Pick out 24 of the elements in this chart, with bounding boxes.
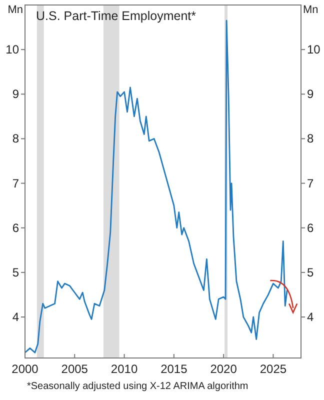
- y-tick-label: 7: [12, 176, 20, 190]
- y-axis-title: Mn: [8, 4, 23, 16]
- y-tick-label: 10: [6, 42, 20, 57]
- x-tick-label: 2015: [160, 362, 188, 376]
- y-tick-label: 4: [12, 310, 20, 324]
- y-tick-label: 5: [12, 265, 20, 280]
- y2-tick-label: 7: [307, 176, 314, 190]
- y2-tick-label: 6: [307, 220, 314, 235]
- x-tick-label: 2020: [210, 362, 238, 376]
- x-tick-label: 2010: [110, 362, 138, 376]
- y2-tick-label: 9: [307, 87, 314, 102]
- y-tick-label: 8: [12, 132, 20, 146]
- y2-tick-label: 8: [307, 132, 314, 146]
- y-tick-label: 6: [12, 220, 20, 235]
- y2-tick-label: 5: [307, 265, 314, 280]
- y2-tick-label: 4: [307, 310, 314, 324]
- x-tick-label: 2005: [61, 362, 88, 376]
- y2-tick-label: 10: [307, 42, 321, 57]
- y-tick-label: 9: [12, 87, 20, 102]
- chart-title: U.S. Part-Time Employment*: [36, 9, 196, 23]
- text: *Seasonally adjusted using X-12 ARIMA algorithm: [27, 381, 248, 392]
- x-tick-label: 2000: [12, 362, 39, 376]
- x-tick-label: 2025: [260, 362, 287, 376]
- y2-axis-title: Mn: [303, 4, 318, 16]
